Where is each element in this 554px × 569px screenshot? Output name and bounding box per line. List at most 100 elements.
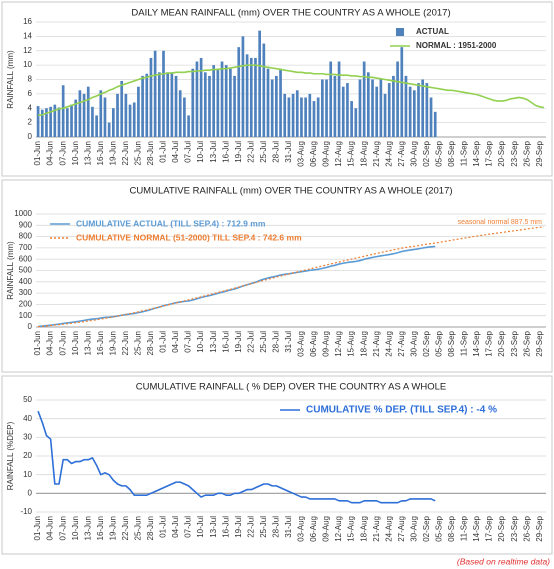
annotation: seasonal normal 887.5 mm: [458, 219, 543, 226]
bar: [224, 65, 228, 137]
panel-border: [1, 1, 553, 177]
chart-title: DAILY MEAN RAINFALL (mm) OVER THE COUNTR…: [131, 8, 450, 19]
bar: [283, 93, 287, 137]
x-tick-label: 28-Jun: [146, 516, 155, 540]
x-tick-label: 15-Aug: [347, 141, 356, 167]
bar: [120, 80, 124, 137]
x-tick-label: 19-Jun: [108, 141, 117, 165]
x-tick-label: 21-Aug: [372, 141, 381, 167]
chart-title: CUMULATIVE RAINFALL (mm) OVER THE COUNTR…: [129, 186, 452, 197]
y-axis-title: RAINFALL (mm): [6, 50, 15, 109]
bar: [354, 108, 358, 137]
legend-label: CUMULATIVE % DEP. (TILL SEP.4) : -4 %: [306, 405, 497, 416]
x-tick-label: 10-Jun: [71, 331, 80, 355]
x-tick-label: 25-Jun: [134, 516, 143, 540]
bar: [195, 61, 199, 137]
y-tick-label: 800: [19, 232, 33, 241]
x-tick-label: 04-Jul: [171, 141, 180, 163]
bar: [36, 106, 40, 137]
bar: [132, 102, 136, 137]
x-tick-label: 19-Jun: [108, 516, 117, 540]
bar: [341, 86, 345, 137]
bar: [170, 72, 174, 137]
bar: [366, 72, 370, 137]
bar: [116, 93, 119, 137]
x-tick-label: 10-Jul: [196, 141, 205, 163]
legend-swatch: [396, 28, 404, 36]
bar: [137, 86, 140, 137]
x-tick-label: 22-Jun: [121, 331, 130, 355]
x-tick-label: 19-Jul: [234, 516, 243, 538]
x-tick-label: 23-Sep: [510, 140, 519, 166]
x-tick-label: 02-Sep: [422, 140, 431, 166]
bar: [275, 75, 278, 137]
bar: [74, 99, 78, 137]
series-line: [37, 410, 436, 504]
x-tick-label: 13-Jul: [209, 331, 218, 353]
bar: [425, 83, 429, 137]
x-tick-label: 18-Aug: [359, 516, 368, 542]
x-tick-label: 18-Aug: [359, 141, 368, 167]
x-tick-label: 24-Aug: [384, 331, 393, 357]
bar: [216, 68, 220, 137]
bar: [300, 97, 303, 137]
x-tick-label: 07-Jun: [58, 141, 67, 165]
bar: [266, 68, 270, 137]
y-tick-label: 500: [19, 266, 33, 275]
bar: [262, 43, 266, 137]
bar: [149, 57, 153, 137]
bar: [304, 97, 307, 137]
bar: [40, 109, 44, 137]
x-tick-label: 22-Jun: [121, 141, 130, 165]
bar: [337, 61, 341, 137]
x-tick-label: 22-Jul: [246, 331, 255, 353]
bar: [187, 115, 190, 137]
x-tick-label: 26-Sep: [522, 515, 531, 541]
bar: [362, 61, 366, 137]
bar: [325, 79, 328, 137]
bar: [78, 90, 82, 137]
y-tick-label: 6: [28, 89, 33, 98]
x-tick-label: 13-Jul: [209, 141, 218, 163]
bar: [128, 104, 132, 137]
x-tick-label: 07-Jul: [184, 141, 193, 163]
bar: [375, 86, 379, 137]
x-tick-label: 22-Jul: [246, 516, 255, 538]
y-tick-label: 20: [23, 451, 32, 460]
bar: [220, 61, 224, 137]
bar: [237, 47, 241, 137]
x-tick-label: 31-Jul: [284, 516, 293, 538]
bar: [174, 75, 178, 137]
x-tick-label: 25-Jul: [259, 516, 268, 538]
y-tick-label: 200: [19, 300, 33, 309]
y-tick-label: 12: [23, 46, 32, 55]
x-tick-label: 25-Jul: [259, 331, 268, 353]
y-tick-label: 40: [23, 414, 32, 423]
bar: [308, 93, 312, 137]
y-tick-label: 50: [23, 395, 32, 404]
y-tick-label: 900: [19, 220, 33, 229]
bar: [358, 79, 362, 137]
x-tick-label: 02-Sep: [422, 515, 431, 541]
y-tick-label: 400: [19, 277, 33, 286]
bar: [229, 68, 232, 137]
x-tick-label: 20-Sep: [497, 515, 506, 541]
x-tick-label: 14-Sep: [472, 330, 481, 356]
x-tick-label: 16-Jun: [96, 331, 105, 355]
y-tick-label: 4: [28, 103, 33, 112]
x-tick-label: 12-Aug: [334, 516, 343, 542]
x-tick-label: 28-Jul: [271, 331, 280, 353]
bar: [107, 122, 111, 137]
x-tick-label: 25-Jun: [134, 141, 143, 165]
chart-title: CUMULATIVE RAINFALL ( % DEP) OVER THE CO…: [136, 382, 446, 393]
y-tick-label: 700: [19, 243, 33, 252]
series-line: [38, 245, 436, 328]
x-tick-label: 04-Jul: [171, 516, 180, 538]
x-tick-label: 15-Aug: [347, 331, 356, 357]
bar: [111, 108, 115, 137]
x-tick-label: 26-Sep: [522, 140, 531, 166]
x-tick-label: 27-Aug: [397, 331, 406, 357]
x-tick-label: 26-Sep: [522, 330, 531, 356]
bar: [321, 79, 324, 137]
